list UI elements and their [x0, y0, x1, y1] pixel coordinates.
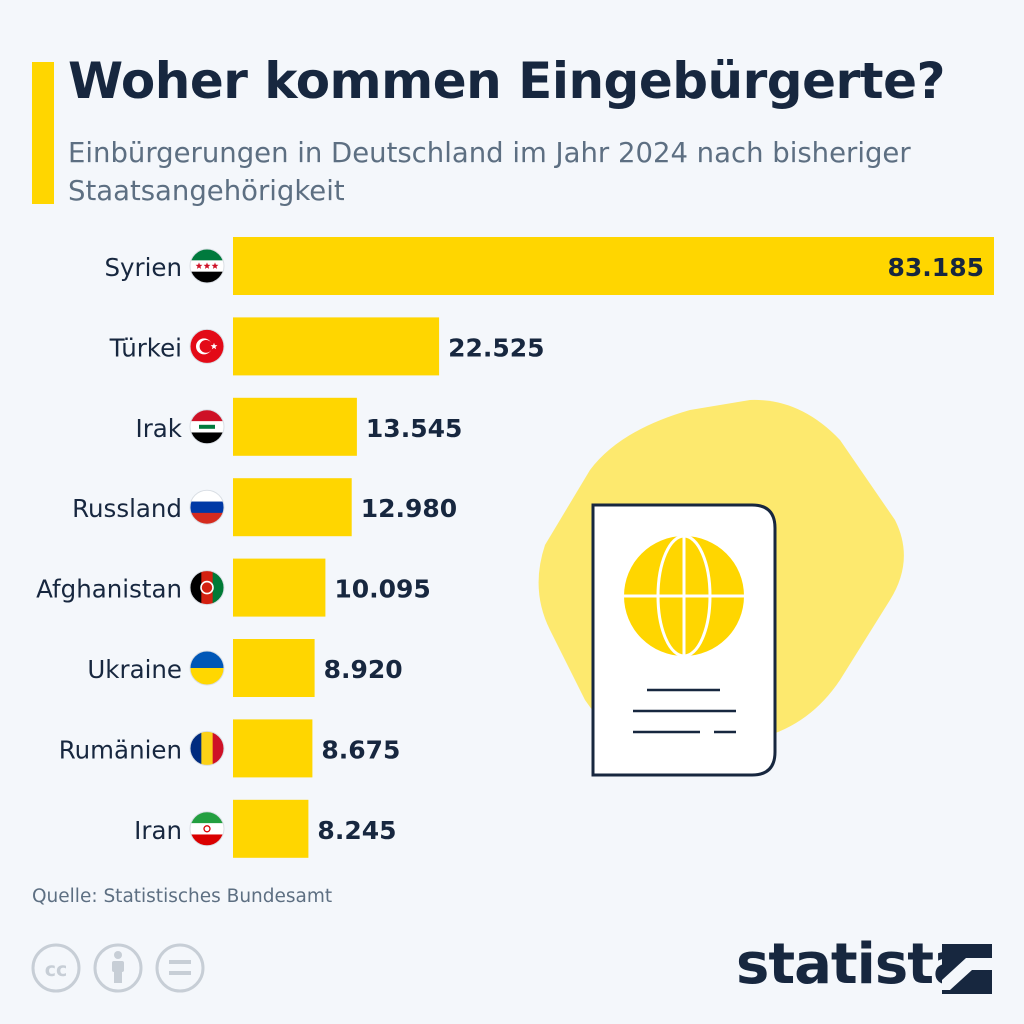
iran-flag-icon: [189, 811, 225, 847]
chart-subtitle: Einbürgerungen in Deutschland im Jahr 20…: [68, 137, 911, 207]
bar-0: [233, 237, 994, 295]
afghanistan-flag-icon: [189, 570, 225, 606]
value-label: 22.525: [448, 333, 544, 362]
category-label: Ukraine: [87, 655, 182, 684]
category-label: Rumänien: [59, 735, 182, 764]
bar-3: [233, 478, 352, 537]
value-label: 8.675: [321, 735, 400, 764]
category-label: Syrien: [104, 253, 182, 282]
romania-flag-icon: [189, 730, 225, 766]
statista-logo-icon: [942, 944, 992, 994]
svg-text:cc: cc: [45, 959, 68, 981]
passport-illustration: [538, 399, 904, 777]
bar-4: [233, 558, 326, 617]
bar-5: [233, 639, 315, 697]
value-label: 10.095: [334, 575, 430, 604]
syria-flag-icon: [189, 248, 225, 284]
value-label: 8.920: [324, 655, 403, 684]
turkey-flag-icon: [189, 328, 225, 364]
no-derivatives-icon: [155, 943, 205, 993]
bar-7: [233, 799, 309, 858]
russia-flag-icon: [189, 489, 225, 525]
value-label: 83.185: [888, 253, 984, 282]
category-label: Afghanistan: [36, 575, 182, 604]
category-label: Irak: [136, 414, 183, 443]
bar-chart: Syrien 83.185 Türkei 22.525 Irak 13.545 Russla…: [36, 237, 994, 858]
license-icons: cc: [31, 943, 205, 993]
title-accent-bar: [32, 62, 54, 204]
statista-logo-text: statista: [736, 932, 971, 997]
bar-1: [233, 317, 440, 376]
attribution-icon: [93, 943, 143, 993]
passport-text-lines: [633, 688, 736, 734]
category-label: Iran: [134, 816, 182, 845]
value-label: 13.545: [366, 414, 462, 443]
globe-icon: [624, 534, 744, 658]
ukraine-flag-icon: [189, 650, 225, 686]
bar-2: [233, 397, 357, 456]
cc-icon: cc: [31, 943, 81, 993]
source-note: Quelle: Statistisches Bundesamt: [32, 886, 333, 907]
iraq-flag-icon: [189, 409, 225, 445]
category-label: Türkei: [109, 333, 182, 362]
bar-6: [233, 719, 313, 778]
value-label: 12.980: [361, 494, 457, 523]
chart-title: Woher kommen Eingebürgerte?: [68, 52, 945, 110]
category-label: Russland: [72, 494, 182, 523]
value-label: 8.245: [317, 816, 396, 845]
